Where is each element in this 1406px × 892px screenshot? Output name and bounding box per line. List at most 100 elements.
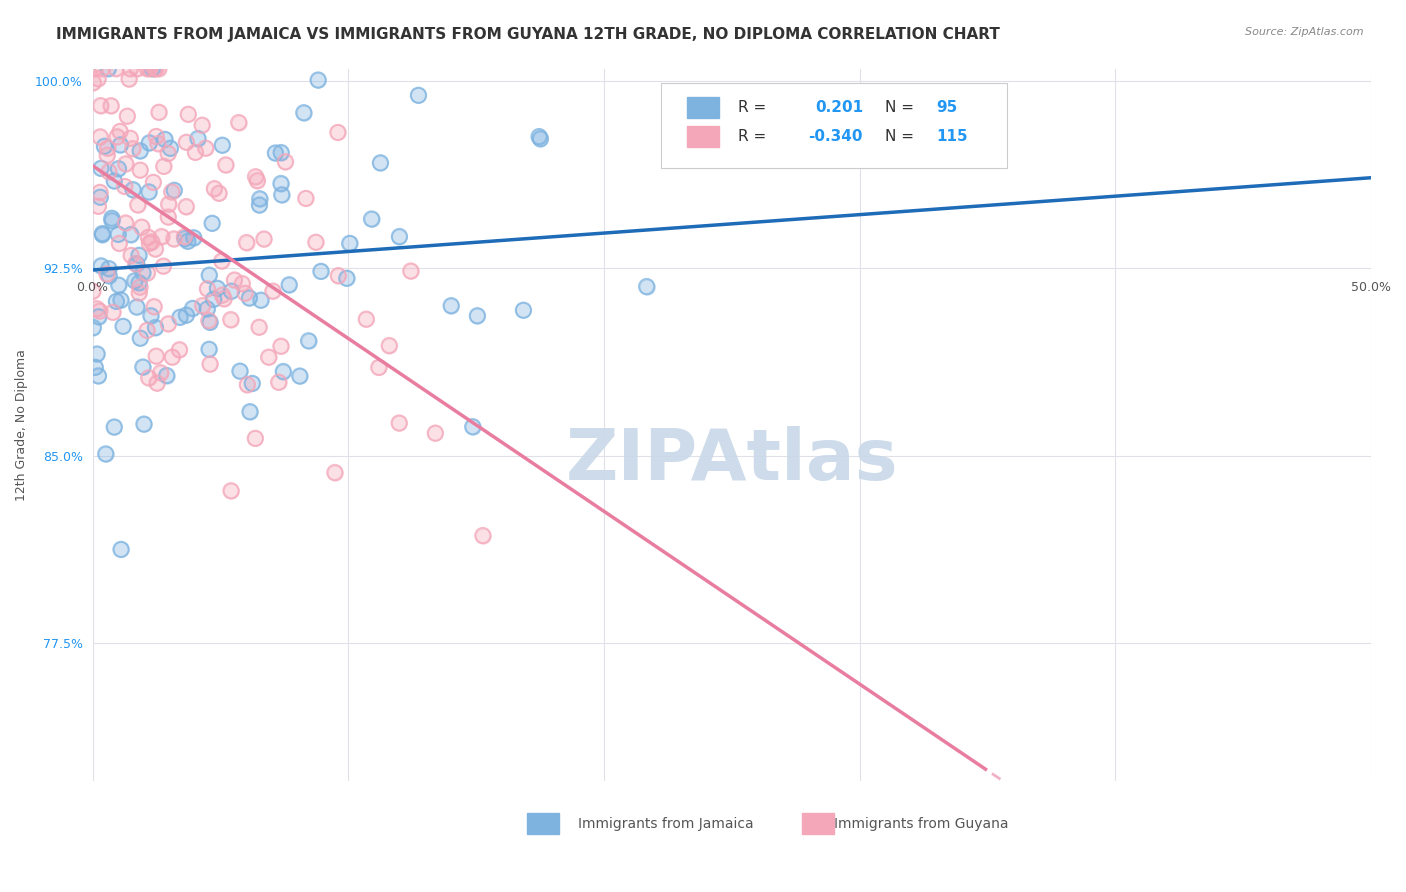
- Immigrants from Guyana: [257, 350, 280, 364]
- Point: [176, 136, 198, 150]
- Text: 50.0%: 50.0%: [1351, 281, 1391, 293]
- Immigrants from Jamaica: [207, 281, 229, 295]
- FancyBboxPatch shape: [661, 83, 1007, 169]
- Point: [89, 186, 111, 200]
- Point: [211, 138, 233, 153]
- Point: [91, 227, 114, 242]
- Immigrants from Jamaica: [139, 309, 162, 323]
- Point: [198, 343, 221, 357]
- Immigrants from Guyana: [274, 154, 297, 169]
- Point: [257, 350, 280, 364]
- Immigrants from Jamaica: [90, 161, 112, 176]
- Point: [270, 177, 292, 191]
- Immigrants from Guyana: [157, 210, 180, 224]
- Point: [262, 284, 284, 298]
- Immigrants from Jamaica: [201, 216, 224, 230]
- Immigrants from Guyana: [117, 109, 139, 123]
- Point: [108, 236, 131, 251]
- Immigrants from Guyana: [294, 191, 316, 205]
- Point: [136, 62, 159, 76]
- Immigrants from Guyana: [143, 62, 166, 76]
- Point: [160, 185, 183, 199]
- Point: [219, 312, 242, 326]
- Text: Immigrants from Guyana: Immigrants from Guyana: [834, 817, 1008, 830]
- Immigrants from Guyana: [176, 136, 198, 150]
- Immigrants from Guyana: [425, 426, 447, 441]
- Point: [228, 115, 250, 129]
- Immigrants from Guyana: [142, 175, 165, 189]
- Text: 0.201: 0.201: [815, 100, 863, 115]
- Point: [131, 220, 153, 235]
- Text: 95: 95: [936, 100, 957, 115]
- Point: [425, 426, 447, 441]
- Point: [239, 405, 262, 419]
- Immigrants from Guyana: [104, 62, 127, 76]
- Immigrants from Guyana: [162, 350, 184, 364]
- Point: [636, 279, 658, 293]
- Text: 0.0%: 0.0%: [76, 281, 108, 293]
- Point: [173, 232, 195, 246]
- Immigrants from Jamaica: [125, 300, 148, 314]
- Immigrants from Guyana: [228, 115, 250, 129]
- Point: [370, 156, 392, 170]
- Point: [146, 136, 169, 151]
- Immigrants from Guyana: [323, 466, 346, 480]
- Immigrants from Guyana: [197, 282, 219, 296]
- Immigrants from Guyana: [131, 220, 153, 235]
- Point: [240, 376, 263, 391]
- Immigrants from Jamaica: [229, 364, 252, 378]
- Immigrants from Jamaica: [187, 131, 209, 145]
- Text: 115: 115: [936, 128, 967, 144]
- Immigrants from Guyana: [215, 158, 238, 172]
- Point: [157, 210, 180, 224]
- Point: [169, 343, 191, 357]
- Point: [108, 124, 131, 138]
- Immigrants from Jamaica: [264, 145, 287, 160]
- Point: [96, 267, 118, 281]
- Point: [114, 216, 136, 230]
- Immigrants from Jamaica: [107, 227, 129, 242]
- Immigrants from Jamaica: [141, 62, 163, 76]
- Immigrants from Jamaica: [89, 190, 111, 204]
- Immigrants from Guyana: [160, 185, 183, 199]
- Immigrants from Jamaica: [90, 259, 112, 273]
- Point: [176, 308, 198, 322]
- Point: [145, 349, 167, 363]
- Immigrants from Jamaica: [110, 137, 132, 152]
- Immigrants from Guyana: [399, 264, 422, 278]
- Point: [176, 235, 198, 249]
- Immigrants from Jamaica: [440, 299, 463, 313]
- Point: [148, 62, 170, 76]
- Point: [399, 264, 422, 278]
- Immigrants from Guyana: [89, 186, 111, 200]
- Immigrants from Jamaica: [101, 213, 124, 227]
- Immigrants from Jamaica: [145, 320, 167, 334]
- Immigrants from Jamaica: [278, 277, 301, 292]
- Immigrants from Guyana: [194, 141, 217, 155]
- Immigrants from Jamaica: [173, 232, 195, 246]
- Point: [103, 420, 125, 434]
- Text: Immigrants from Jamaica: Immigrants from Jamaica: [578, 817, 754, 830]
- Immigrants from Jamaica: [129, 331, 152, 345]
- Point: [326, 126, 349, 140]
- Point: [184, 145, 207, 160]
- Point: [305, 235, 328, 250]
- Immigrants from Guyana: [356, 312, 378, 326]
- Point: [84, 62, 107, 76]
- Point: [105, 129, 128, 144]
- Immigrants from Jamaica: [82, 320, 104, 334]
- Immigrants from Guyana: [89, 304, 111, 318]
- Text: N =: N =: [886, 128, 914, 144]
- Point: [145, 320, 167, 334]
- Text: ZIPAtlas: ZIPAtlas: [565, 425, 898, 495]
- Immigrants from Jamaica: [183, 231, 205, 245]
- Point: [159, 141, 181, 155]
- Point: [97, 164, 120, 178]
- Point: [152, 259, 174, 273]
- Immigrants from Jamaica: [176, 308, 198, 322]
- Immigrants from Guyana: [184, 145, 207, 160]
- Immigrants from Guyana: [247, 320, 270, 334]
- Text: -0.340: -0.340: [808, 128, 863, 144]
- Point: [512, 303, 534, 318]
- Immigrants from Jamaica: [512, 303, 534, 318]
